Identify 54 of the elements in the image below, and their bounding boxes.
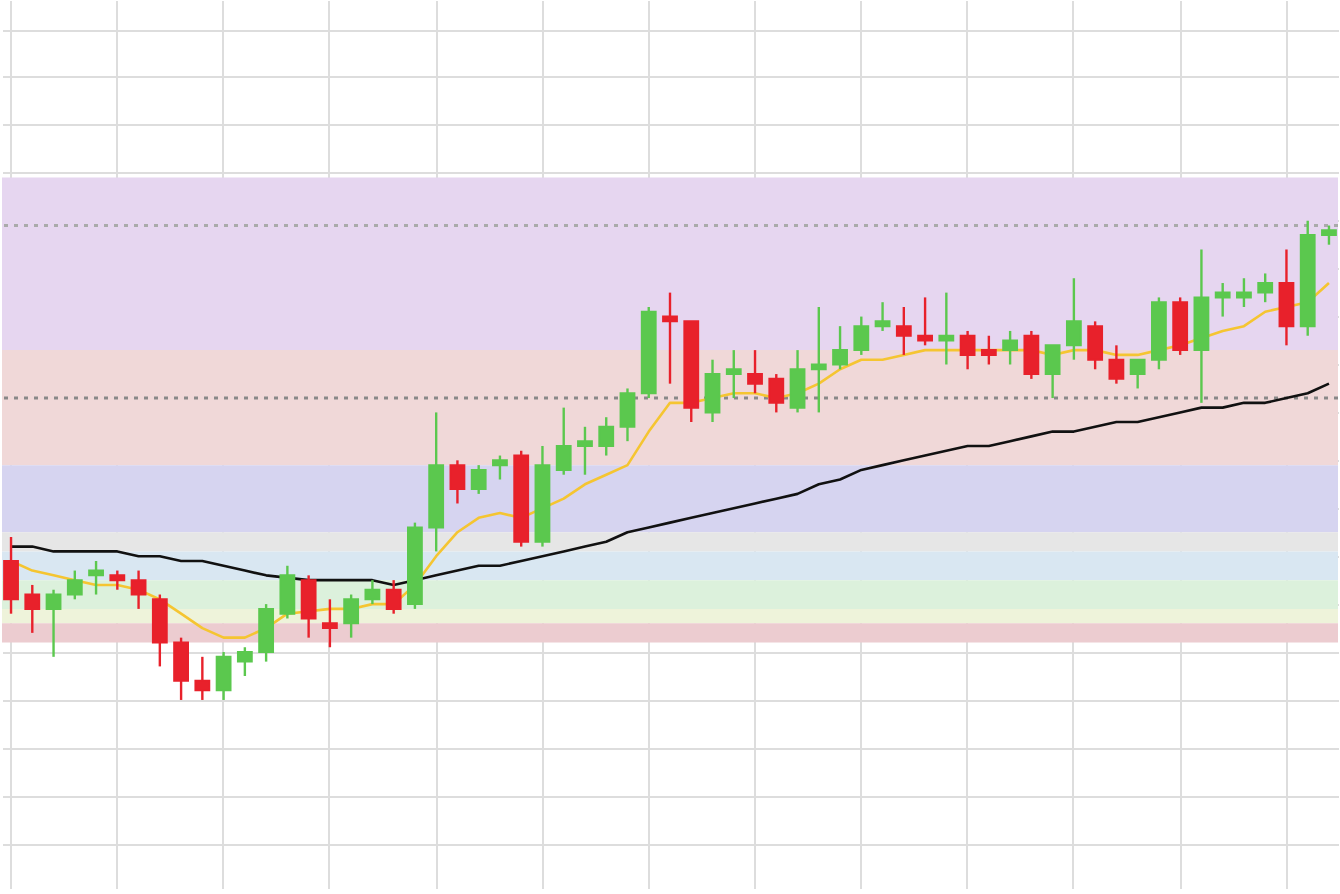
candlestick: [1172, 296, 1189, 357]
candlestick: [45, 588, 62, 659]
candlestick: [88, 559, 104, 596]
candlestick: [321, 598, 338, 649]
candlestick: [470, 463, 487, 496]
candlestick: [194, 655, 211, 702]
candlestick: [109, 569, 126, 591]
candlestick: [364, 578, 381, 606]
candlestick: [704, 358, 721, 424]
candlestick: [917, 296, 933, 347]
candlestick: [1278, 248, 1295, 347]
candlestick: [874, 301, 891, 333]
candlestick: [1087, 320, 1104, 371]
candlestick: [449, 459, 466, 505]
candlestick: [598, 416, 615, 457]
candlestick: [747, 348, 763, 395]
candlestick: [173, 636, 189, 702]
candlestick: [385, 578, 402, 615]
candlestick: [789, 348, 806, 414]
candlestick: [492, 454, 508, 481]
candlestick: [980, 334, 997, 366]
candlestick: [1002, 329, 1019, 366]
candlestick: [236, 646, 253, 678]
candlestick: [3, 535, 19, 615]
candlestick: [555, 406, 572, 476]
candlestick: [343, 593, 360, 639]
candlestick: [768, 372, 785, 414]
candlestick: [1129, 358, 1146, 390]
candlestick: [1236, 277, 1252, 309]
candlestick: [279, 564, 296, 620]
candlestick: [725, 348, 742, 400]
candlestick: [895, 305, 912, 357]
candlestick: [938, 291, 955, 366]
candlestick: [1321, 224, 1337, 246]
candlestick: [130, 569, 147, 611]
candlestick: [1065, 277, 1082, 361]
candlestick: [662, 291, 678, 385]
candlestick: [959, 329, 976, 371]
candlestick: [24, 583, 41, 635]
candlestick: [1214, 281, 1231, 318]
candlestick: [1108, 344, 1125, 385]
candlestick: [1023, 329, 1040, 381]
candlestick: [1257, 272, 1274, 304]
candlestick: [810, 305, 827, 414]
candlestick: [577, 425, 593, 476]
candlestick: [66, 569, 83, 601]
candlestick: [1044, 344, 1061, 400]
candlestick: [853, 315, 870, 357]
candlestick: [151, 593, 168, 668]
candlestick: [300, 574, 317, 639]
candlestick: [832, 324, 848, 371]
candlestick: [258, 602, 275, 663]
candlestick: [215, 650, 232, 702]
candlestick: [619, 387, 636, 443]
